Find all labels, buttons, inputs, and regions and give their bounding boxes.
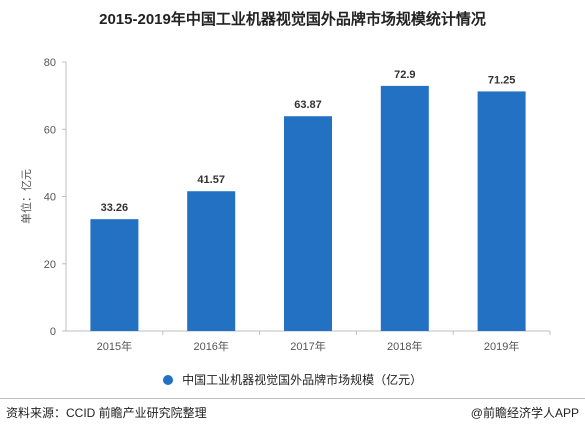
y-tick-label: 40 <box>44 192 56 204</box>
bars-group: 33.26 41.57 63.87 72.9 71.25 <box>90 69 526 331</box>
y-axis: 0 20 40 60 80 <box>44 57 67 338</box>
y-tick-label: 80 <box>44 57 56 69</box>
legend: 中国工业机器视觉国外品牌市场规模（亿元） <box>0 371 585 388</box>
bar-value-label: 71.25 <box>488 74 516 86</box>
bar-value-label: 33.26 <box>101 202 129 214</box>
bar-value-label: 41.57 <box>197 174 225 186</box>
credit-note: @前瞻经济学人APP <box>470 406 579 420</box>
source-note: 资料来源：CCID 前瞻产业研究院整理 <box>6 406 207 420</box>
legend-label: 中国工业机器视觉国外品牌市场规模（亿元） <box>182 373 423 387</box>
bar-value-label: 72.9 <box>394 69 415 81</box>
bar-2019 <box>477 91 526 331</box>
footer-divider <box>0 398 585 399</box>
bar-2016 <box>187 191 236 331</box>
bar-2015 <box>90 219 139 331</box>
legend-marker <box>162 375 173 385</box>
y-axis-title: 单位：亿元 <box>19 169 33 224</box>
bar-2018 <box>380 85 429 331</box>
y-tick-label: 60 <box>44 124 56 136</box>
x-tick-label: 2015年 <box>97 339 132 353</box>
bar-value-label: 63.87 <box>294 99 322 111</box>
bar-2017 <box>284 116 332 331</box>
x-axis: 2015年 2016年 2017年 2018年 2019年 <box>66 330 551 353</box>
x-tick-label: 2016年 <box>193 339 228 353</box>
x-tick-label: 2019年 <box>484 339 519 353</box>
x-tick-label: 2017年 <box>290 339 325 353</box>
x-tick-label: 2018年 <box>387 339 422 353</box>
y-tick-label: 20 <box>44 259 56 271</box>
y-tick-label: 0 <box>50 326 56 338</box>
chart-title: 2015-2019年中国工业机器视觉国外品牌市场规模统计情况 <box>99 11 486 28</box>
